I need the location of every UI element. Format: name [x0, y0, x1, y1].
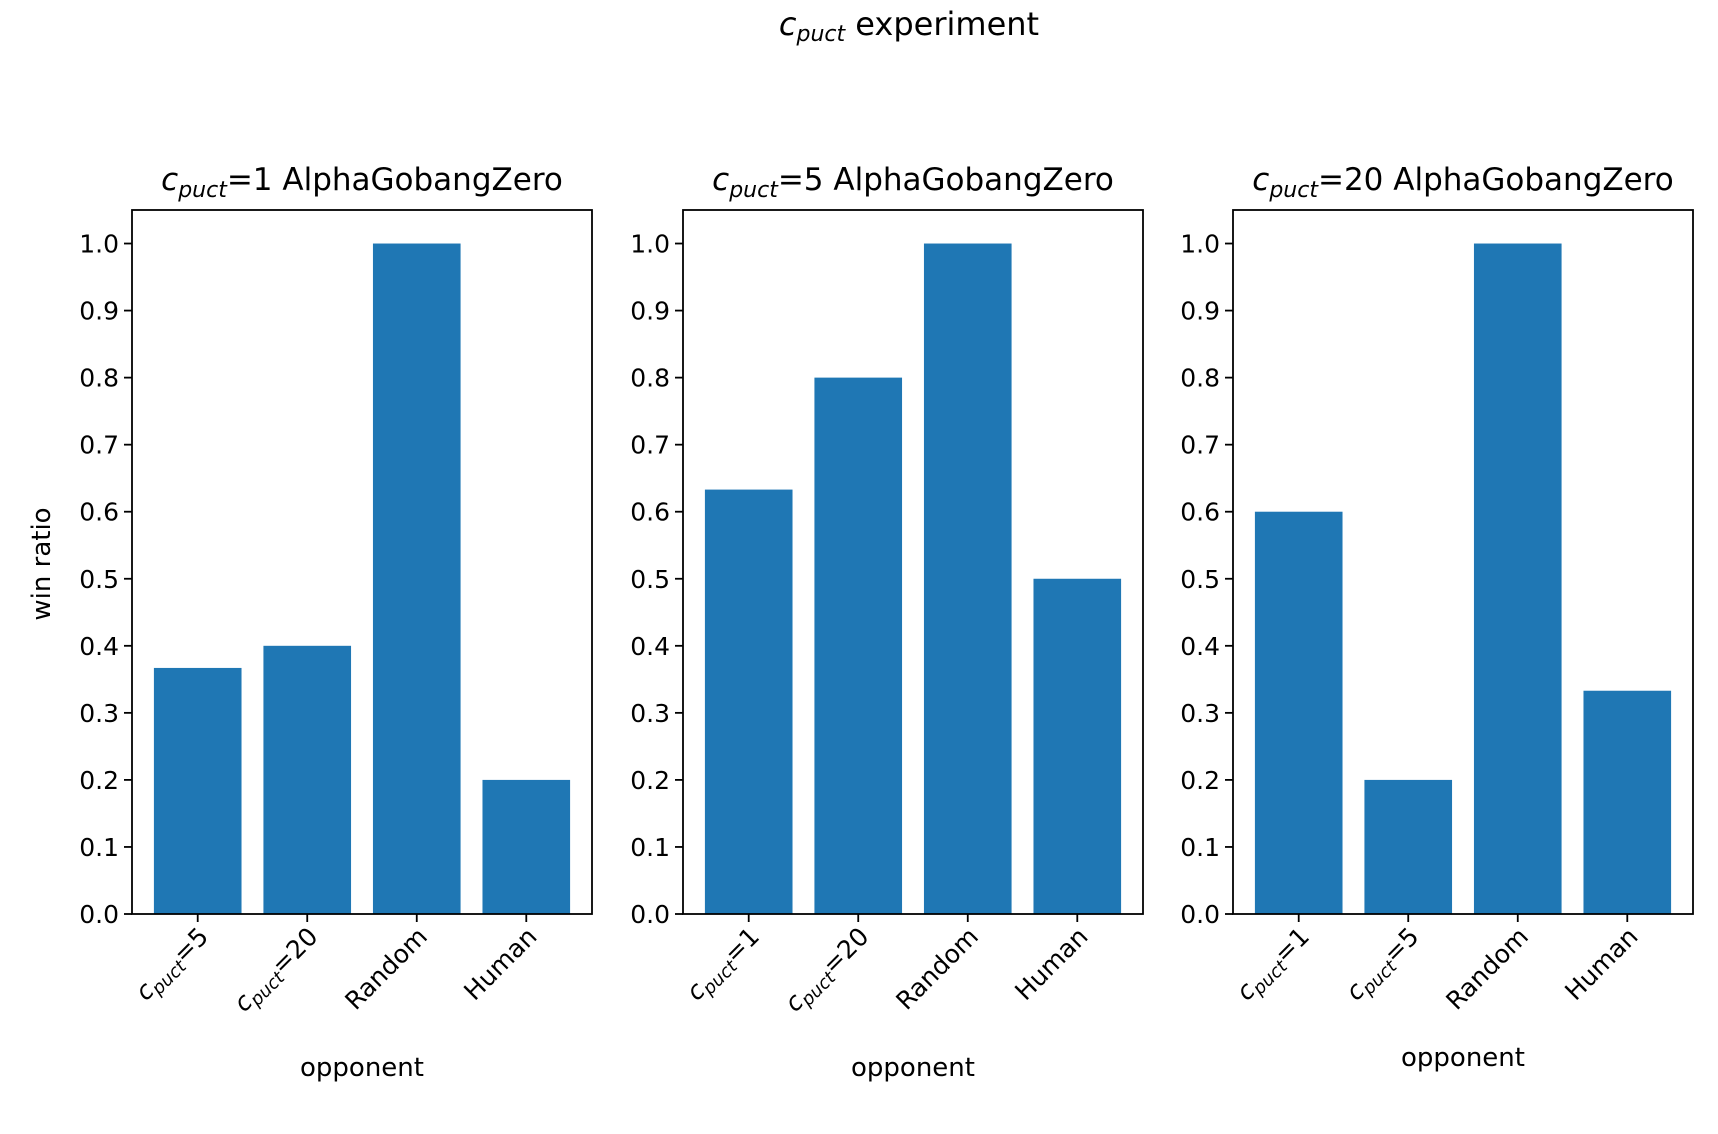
bar-3 [1473, 243, 1562, 914]
panel-title: cpuct=5 AlphaGobangZero [712, 162, 1114, 203]
bar-4 [482, 779, 571, 914]
y-tick-label: 0.0 [1180, 900, 1220, 929]
y-tick-label: 0.6 [1180, 498, 1220, 527]
y-tick-label: 0.5 [79, 565, 119, 594]
bar-1 [153, 667, 242, 914]
y-tick-label: 0.2 [630, 766, 670, 795]
y-tick-label: 0.7 [630, 431, 670, 460]
y-tick-label: 0.7 [1180, 431, 1220, 460]
y-tick-label: 0.4 [630, 632, 670, 661]
x-axis-label: opponent [1401, 1043, 1525, 1073]
panel-title: cpuct=20 AlphaGobangZero [1252, 162, 1673, 203]
y-tick-label: 0.7 [79, 431, 119, 460]
bar-1 [704, 489, 793, 914]
y-tick-label: 0.2 [79, 766, 119, 795]
y-tick-label: 0.4 [1180, 632, 1220, 661]
y-tick-label: 0.1 [1180, 833, 1220, 862]
x-axis-label: opponent [851, 1053, 975, 1083]
y-tick-label: 1.0 [1180, 230, 1220, 259]
y-tick-label: 0.1 [79, 833, 119, 862]
y-tick-label: 0.9 [79, 297, 119, 326]
axes-frame [682, 209, 1144, 915]
bar-3 [372, 243, 461, 914]
y-axis-label: win ratio [27, 507, 57, 620]
figure-suptitle: cpuct experiment [779, 5, 1039, 47]
y-tick-label: 1.0 [630, 230, 670, 259]
axes-frame [131, 209, 593, 915]
y-tick-label: 0.6 [630, 498, 670, 527]
bar-2 [1364, 779, 1453, 914]
bar-3 [923, 243, 1012, 914]
y-tick-label: 0.0 [79, 900, 119, 929]
y-tick-label: 0.8 [79, 364, 119, 393]
y-tick-label: 0.9 [1180, 297, 1220, 326]
y-tick-label: 0.3 [630, 699, 670, 728]
bar-4 [1583, 690, 1672, 914]
y-tick-label: 0.0 [630, 900, 670, 929]
y-tick-label: 0.8 [1180, 364, 1220, 393]
y-tick-label: 1.0 [79, 230, 119, 259]
bar-2 [263, 645, 352, 914]
panel-2: 0.00.10.20.30.40.50.60.70.80.91.0cpuct=1… [630, 162, 1144, 1083]
bar-4 [1033, 578, 1122, 914]
axes-frame [1232, 209, 1694, 915]
panel-title: cpuct=1 AlphaGobangZero [161, 162, 563, 203]
y-tick-label: 0.4 [79, 632, 119, 661]
y-tick-label: 0.8 [630, 364, 670, 393]
y-tick-label: 0.5 [1180, 565, 1220, 594]
y-tick-label: 0.6 [79, 498, 119, 527]
y-tick-label: 0.3 [79, 699, 119, 728]
y-tick-label: 0.3 [1180, 699, 1220, 728]
y-tick-label: 0.5 [630, 565, 670, 594]
bar-2 [814, 377, 903, 915]
x-axis-label: opponent [300, 1053, 424, 1083]
y-tick-label: 0.1 [630, 833, 670, 862]
bar-1 [1254, 511, 1343, 914]
y-tick-label: 0.9 [630, 297, 670, 326]
y-tick-label: 0.2 [1180, 766, 1220, 795]
